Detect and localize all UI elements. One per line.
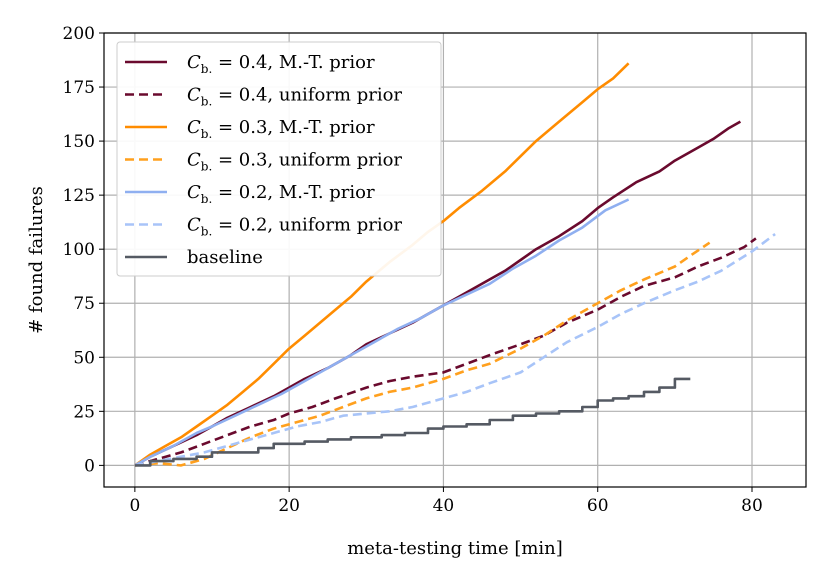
y-axis: 0 25 50 75 100 125 150 175 200 [63,24,104,476]
plot-frame [103,32,807,488]
series-line-3 [134,62,630,467]
x-tick-label: 60 [587,496,609,516]
legend-entry: Cb. = 0.4, uniform prior [187,85,402,109]
legend-entry: Cb. = 0.3, M.-T. prior [187,117,375,141]
x-tick-label: 40 [433,496,455,516]
y-tick-label: 0 [84,456,95,476]
x-axis-label: meta-testing time [min] [347,538,563,559]
y-tick-label: 50 [73,348,95,368]
series-layer [134,62,776,467]
y-tick-label: 75 [73,294,95,314]
legend-entry: Cb. = 0.2, M.-T. prior [187,182,375,206]
legend: Cb. = 0.4, M.-T. prior Cb. = 0.4, uniform… [116,41,442,277]
y-axis-label: # found failures [26,186,47,334]
series-line-5 [134,198,630,467]
series-line-6 [134,233,776,467]
legend-entry: Cb. = 0.2, uniform prior [187,215,402,239]
x-tick-label: 0 [129,496,140,516]
legend-entry: Cb. = 0.3, uniform prior [187,150,402,174]
legend-entry: baseline [187,247,263,268]
y-tick-label: 25 [73,402,95,422]
series-line-2 [134,237,757,467]
y-tick-label: 100 [63,240,95,260]
x-axis: 0 20 40 60 80 [129,487,763,516]
y-tick-label: 125 [63,186,95,206]
y-tick-label: 175 [63,78,95,98]
y-tick-label: 150 [63,132,95,152]
legend-box [116,41,442,277]
legend-entry: Cb. = 0.4, M.-T. prior [187,52,375,76]
y-tick-label: 200 [63,24,95,44]
series-line-7 [134,377,691,467]
series-line-4 [134,241,711,467]
x-tick-label: 20 [278,496,300,516]
x-tick-label: 80 [741,496,763,516]
